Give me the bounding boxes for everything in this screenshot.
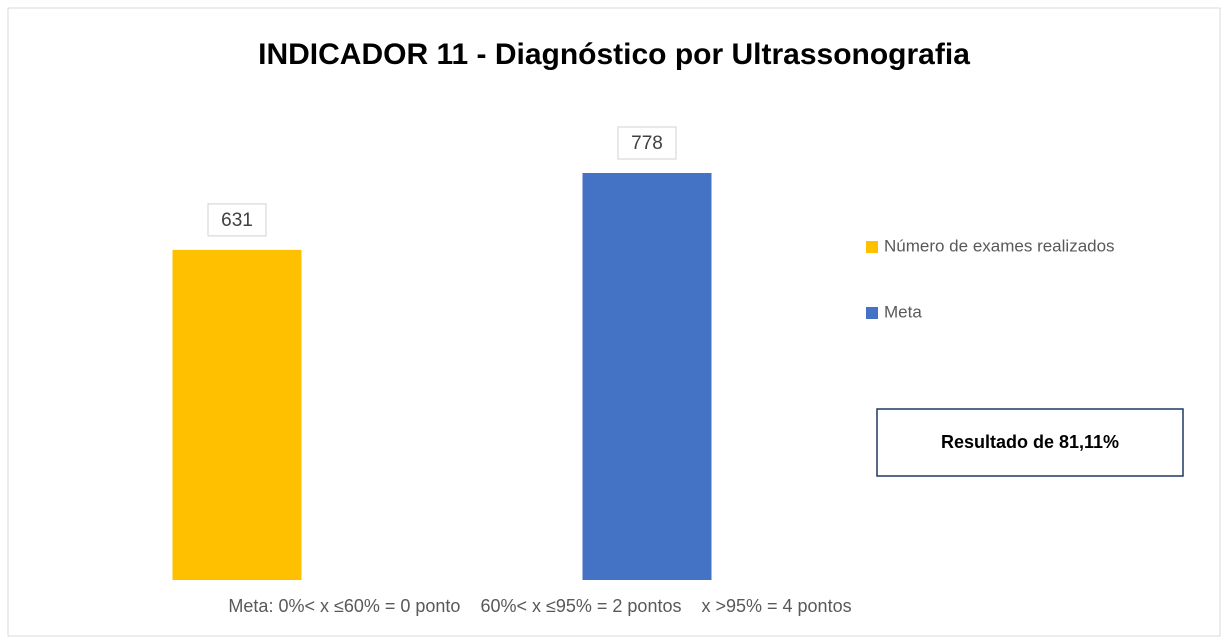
value-label-box	[617, 126, 677, 160]
legend-label: Número de exames realizados	[884, 236, 1115, 255]
result-text: Resultado de 81,11%	[941, 432, 1119, 452]
result-box	[876, 408, 1184, 477]
chart-title: INDICADOR 11 - Diagnóstico por Ultrasson…	[258, 38, 970, 71]
bar	[172, 249, 302, 580]
bar	[582, 173, 712, 580]
value-label: 778	[631, 133, 663, 154]
legend-swatch	[866, 307, 878, 319]
value-label: 631	[221, 210, 253, 231]
footer-note: Meta: 0%< x ≤60% = 0 ponto 60%< x ≤95% =…	[228, 596, 851, 616]
legend-label: Meta	[884, 302, 922, 321]
legend-swatch	[866, 241, 878, 253]
value-label-box	[207, 203, 267, 237]
